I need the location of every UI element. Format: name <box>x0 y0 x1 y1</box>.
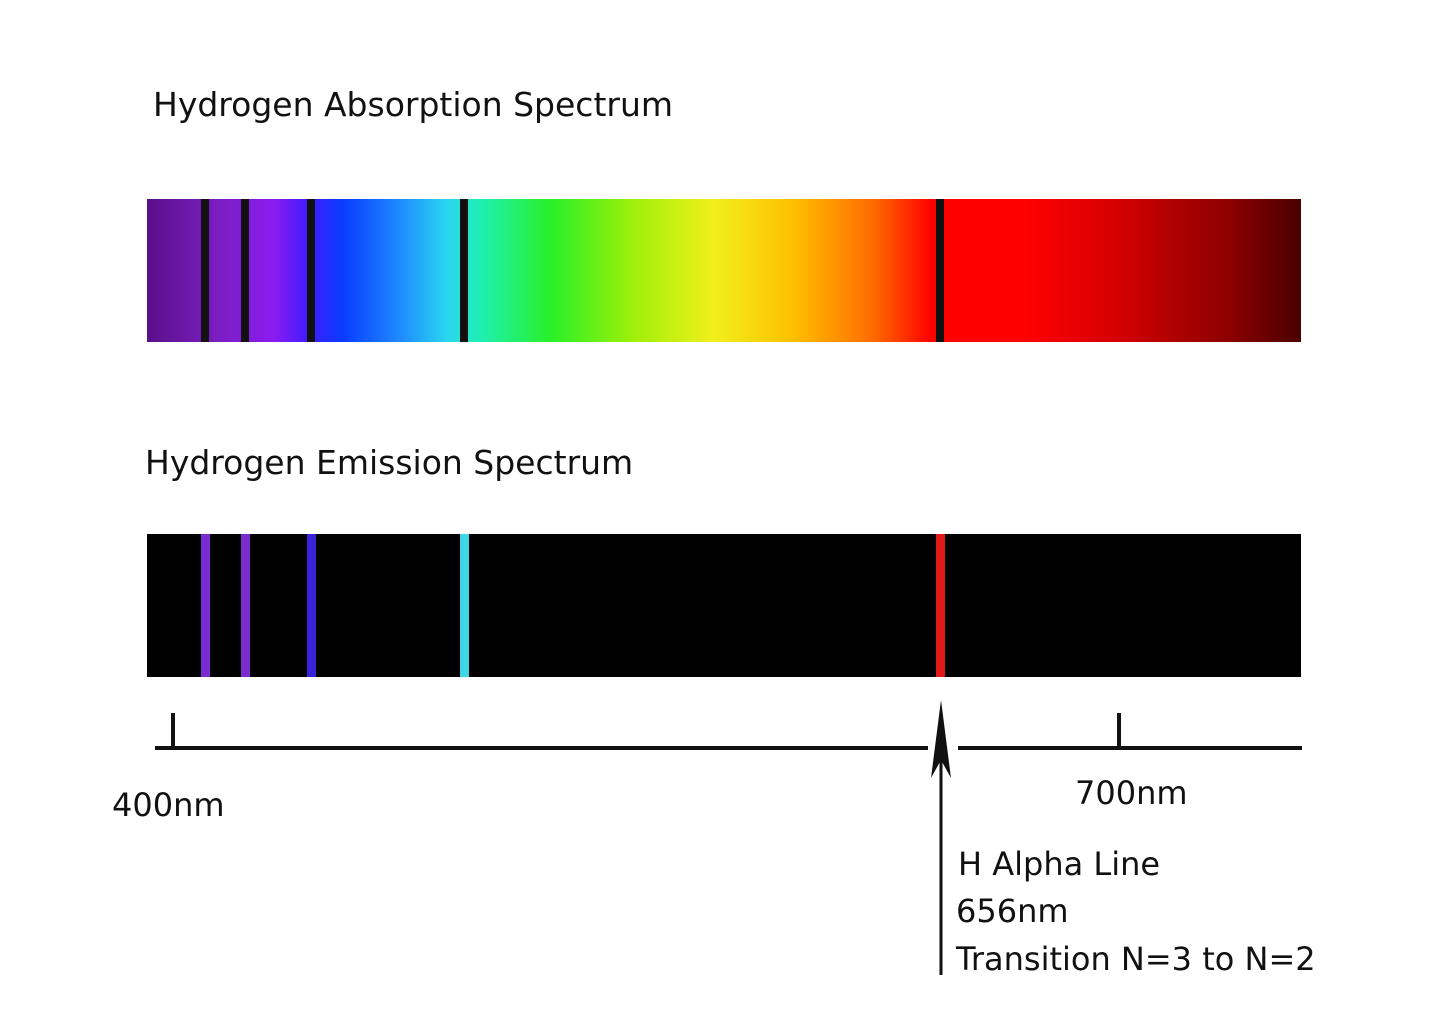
absorption-line-1 <box>200 199 209 342</box>
emission-line-4 <box>460 534 470 677</box>
h-alpha-label: H Alpha Line <box>958 845 1161 883</box>
h-alpha-wavelength-label: 656nm <box>956 892 1069 930</box>
emission-line-5 <box>936 534 946 677</box>
tick-label-400nm: 400nm <box>112 786 225 824</box>
absorption-line-2 <box>241 199 250 342</box>
emission-line-1 <box>200 534 210 677</box>
absorption-line-5 <box>936 199 945 342</box>
h-alpha-transition-label: Transition N=3 to N=2 <box>956 940 1316 978</box>
emission-spectrum-title: Hydrogen Emission Spectrum <box>145 443 634 482</box>
emission-line-3 <box>307 534 317 677</box>
h-alpha-arrow-head <box>931 700 951 778</box>
emission-line-2 <box>241 534 251 677</box>
absorption-line-3 <box>307 199 316 342</box>
absorption-spectrum-title: Hydrogen Absorption Spectrum <box>153 85 674 124</box>
absorption-spectrum-bar <box>147 199 1301 342</box>
tick-label-700nm: 700nm <box>1075 774 1188 812</box>
absorption-line-4 <box>460 199 469 342</box>
emission-spectrum-bar <box>147 534 1301 677</box>
